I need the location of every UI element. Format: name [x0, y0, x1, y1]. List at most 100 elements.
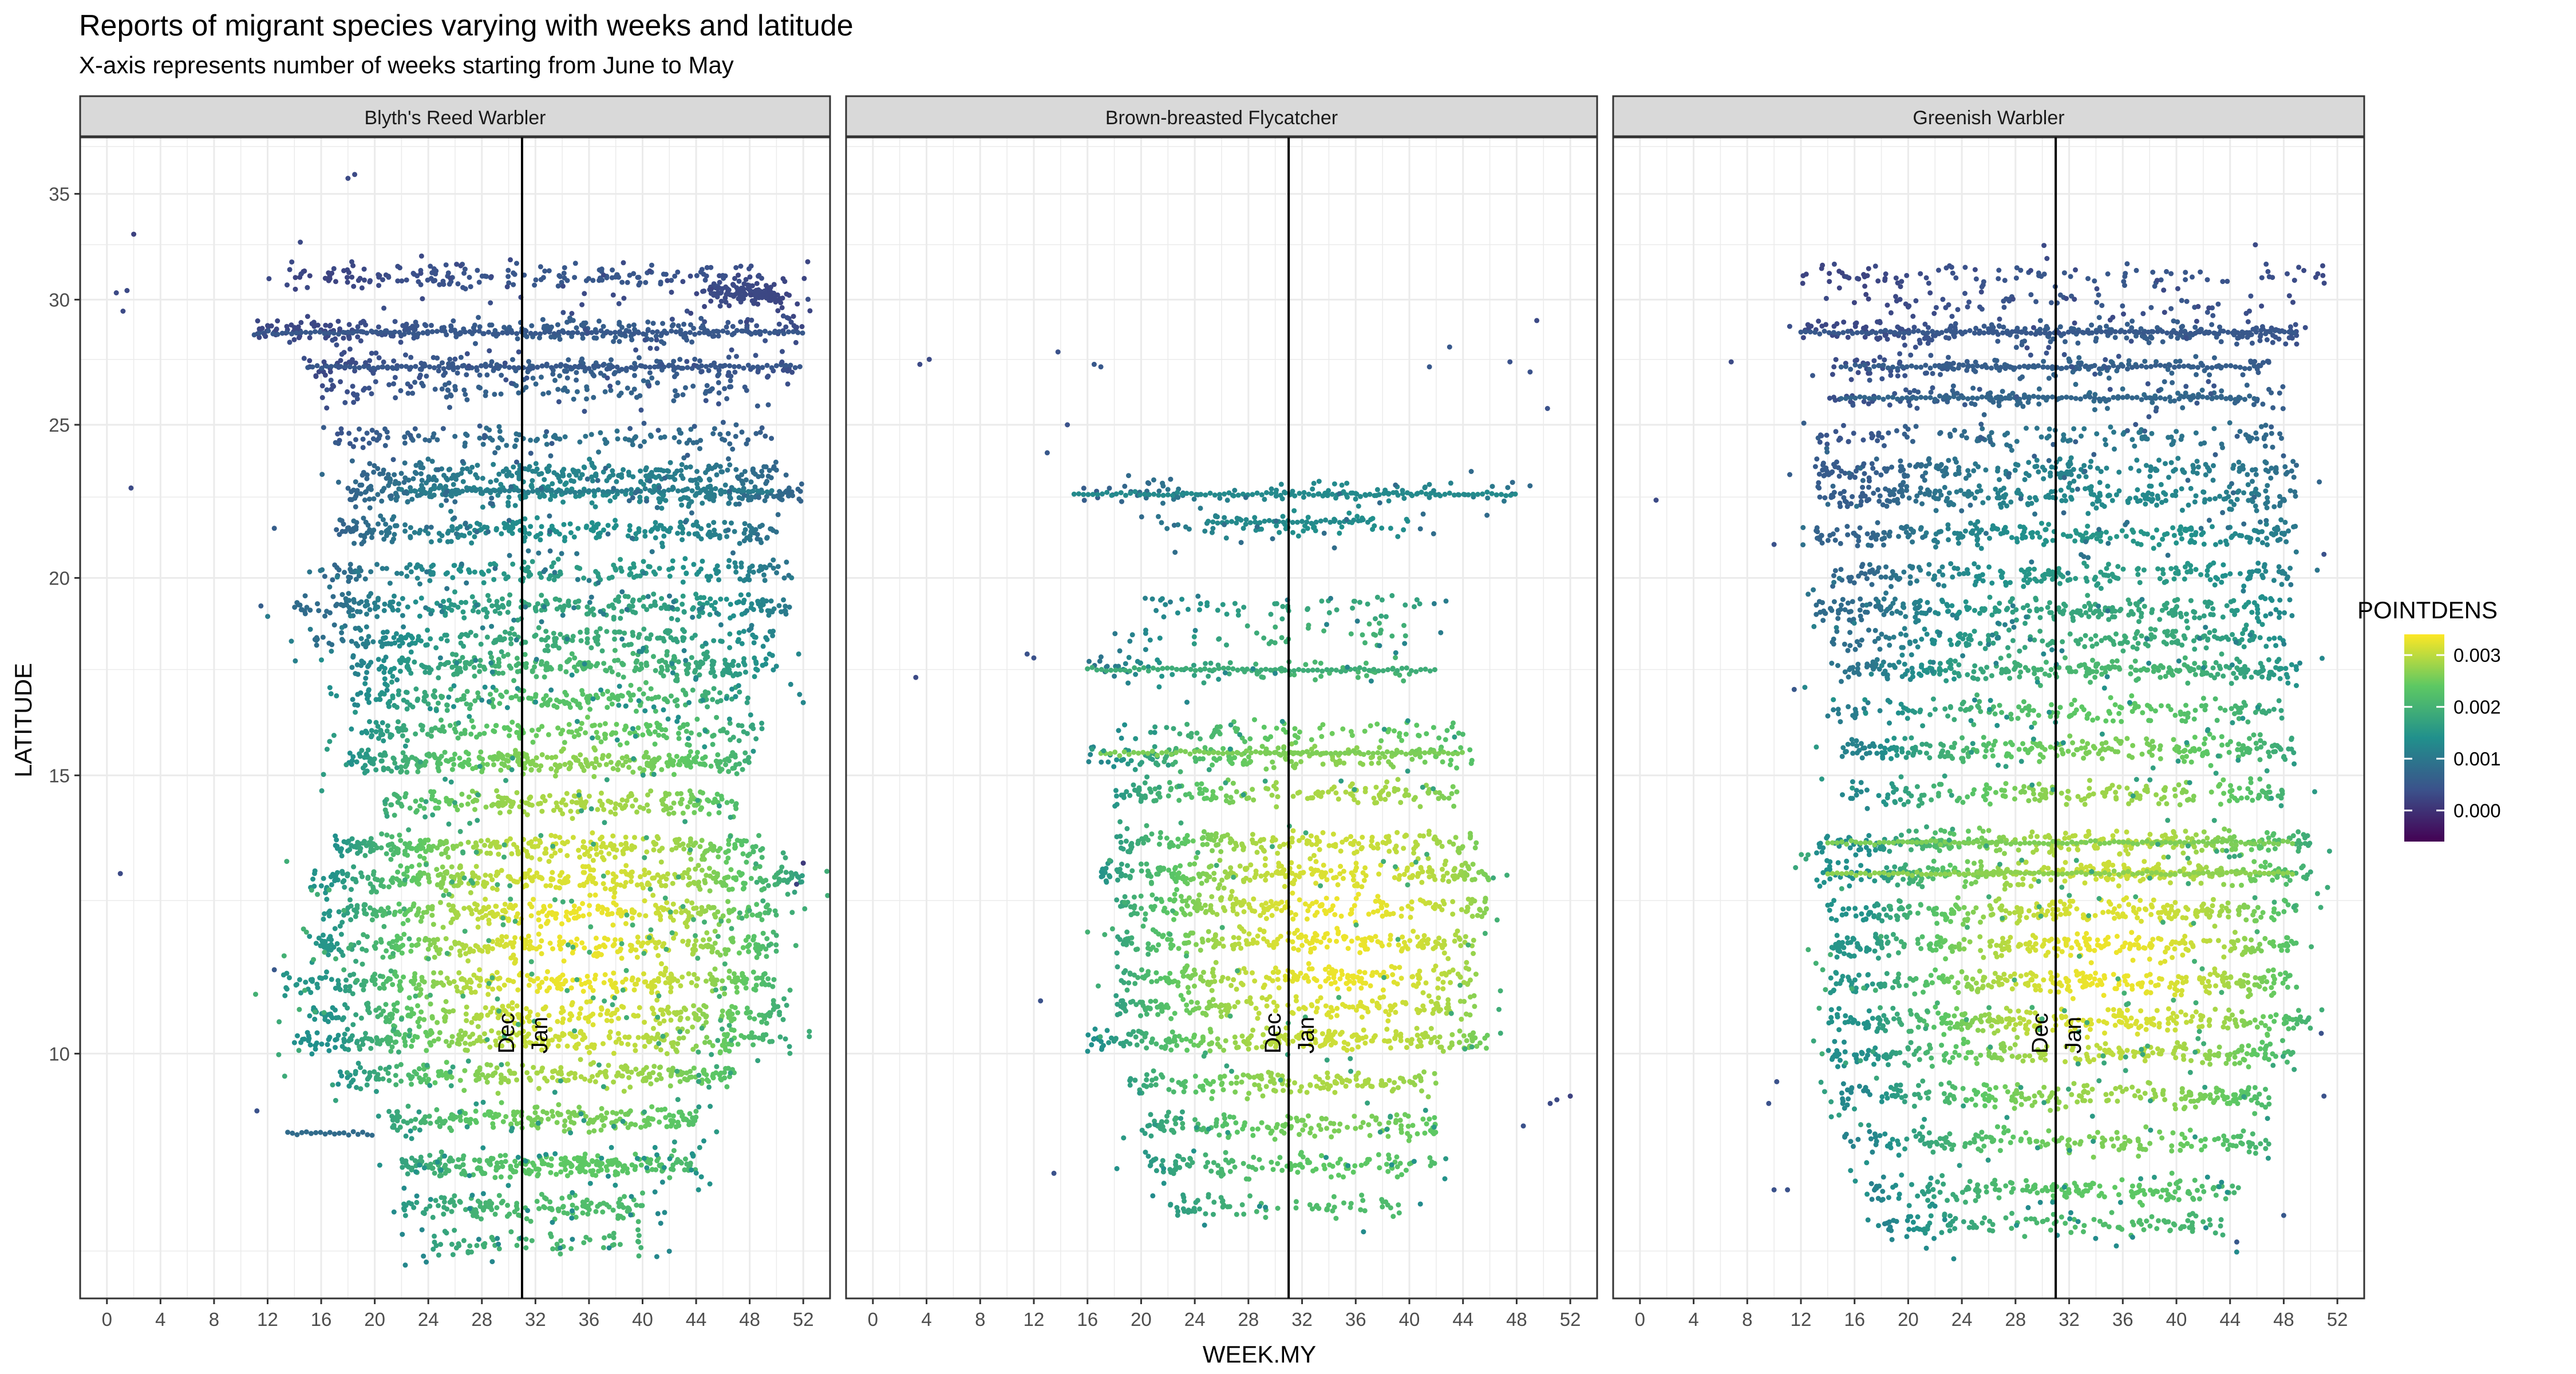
data-point: [736, 663, 741, 668]
data-point: [426, 701, 431, 706]
data-point: [732, 529, 737, 534]
data-point: [333, 1045, 338, 1050]
data-point: [422, 690, 428, 695]
data-point: [718, 303, 723, 309]
data-point: [651, 1026, 656, 1031]
data-point: [726, 431, 731, 436]
data-point: [690, 688, 696, 693]
data-point: [568, 1071, 574, 1076]
data-point: [374, 1077, 379, 1082]
data-point: [587, 793, 592, 799]
data-point: [339, 853, 345, 858]
data-point: [641, 1078, 646, 1083]
data-point: [461, 271, 467, 276]
data-point: [681, 811, 686, 816]
data-point: [499, 649, 504, 654]
data-point: [601, 1245, 606, 1250]
data-point: [771, 629, 776, 634]
data-point: [645, 803, 650, 808]
data-point: [501, 521, 507, 526]
data-point: [677, 736, 682, 741]
data-point: [780, 305, 785, 310]
data-point: [459, 792, 464, 797]
data-point: [355, 840, 360, 845]
data-point: [625, 385, 630, 390]
data-point: [636, 1072, 641, 1077]
data-point: [486, 568, 491, 574]
data-point: [459, 600, 464, 605]
data-point: [504, 689, 509, 694]
data-point: [632, 386, 637, 392]
data-point: [422, 806, 427, 811]
data-point: [513, 383, 519, 388]
data-point: [567, 1031, 572, 1036]
data-point: [594, 471, 599, 476]
data-point: [380, 488, 385, 493]
data-point: [475, 521, 480, 526]
data-point: [619, 280, 625, 285]
data-point: [697, 732, 702, 737]
data-point: [534, 438, 539, 443]
data-point: [753, 844, 758, 849]
data-point: [416, 634, 421, 639]
data-point: [620, 797, 625, 803]
data-point: [333, 834, 338, 839]
data-point: [363, 729, 368, 734]
data-point: [676, 659, 681, 664]
data-point: [544, 466, 550, 471]
data-point: [705, 650, 710, 655]
data-point: [698, 844, 703, 849]
data-point: [733, 570, 738, 575]
data-point: [561, 699, 566, 704]
data-point: [451, 482, 456, 487]
data-point: [718, 1051, 723, 1056]
data-point: [538, 531, 543, 536]
data-point: [337, 532, 342, 537]
data-point: [365, 431, 370, 436]
data-point: [591, 606, 596, 611]
data-point: [472, 807, 477, 812]
data-point: [556, 283, 561, 289]
data-point: [406, 477, 411, 483]
data-point: [580, 1210, 586, 1215]
data-point: [524, 752, 529, 757]
data-point: [368, 278, 373, 283]
data-point: [366, 687, 372, 692]
data-point: [574, 1215, 579, 1220]
data-point: [417, 1024, 422, 1029]
data-point: [347, 336, 352, 341]
data-point: [408, 806, 413, 811]
data-point: [568, 530, 574, 535]
data-point: [442, 750, 448, 755]
data-point: [613, 648, 618, 653]
data-point: [655, 1032, 661, 1037]
data-point: [458, 1078, 463, 1083]
data-point: [656, 733, 661, 738]
data-point: [558, 570, 563, 575]
data-point: [558, 666, 563, 672]
data-point: [404, 574, 409, 579]
data-point: [700, 693, 705, 698]
data-point: [341, 268, 346, 273]
data-point: [463, 728, 468, 733]
data-point: [559, 800, 564, 805]
data-point: [305, 314, 310, 319]
data-point: [351, 284, 356, 289]
data-point: [620, 763, 625, 768]
data-point: [722, 437, 727, 443]
data-point: [481, 1171, 487, 1176]
data-point: [345, 275, 350, 280]
data-point: [749, 605, 754, 610]
data-point: [638, 280, 643, 285]
data-point: [558, 848, 563, 853]
data-point: [656, 725, 661, 730]
data-point: [455, 526, 460, 531]
data-point: [315, 1030, 320, 1036]
data-point: [726, 769, 731, 774]
data-point: [512, 1159, 517, 1164]
data-point: [565, 376, 570, 381]
data-point: [591, 1045, 596, 1051]
data-point: [576, 732, 581, 737]
data-point: [364, 670, 369, 675]
data-point: [427, 578, 432, 583]
